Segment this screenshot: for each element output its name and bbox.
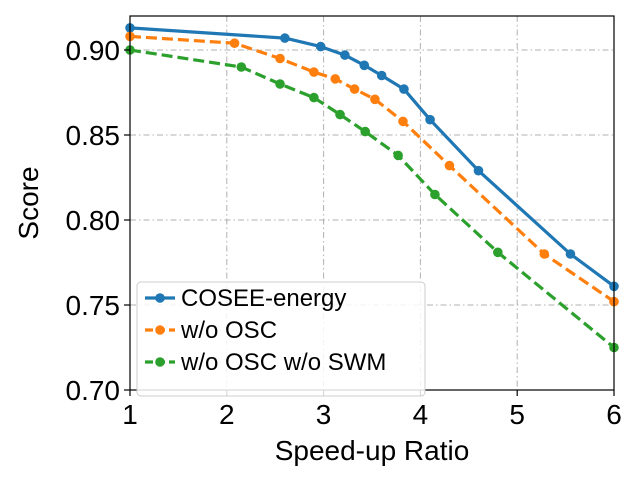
legend-marker	[155, 293, 165, 303]
y-tick-label: 0.70	[66, 375, 121, 406]
x-tick-label: 4	[413, 399, 429, 430]
data-point	[330, 74, 341, 84]
y-axis: 0.70 0.75 0.80 0.85 0.90	[66, 35, 130, 406]
x-tick-label: 6	[606, 399, 622, 430]
data-point	[493, 247, 503, 258]
data-point	[444, 160, 455, 171]
series-cosee-energy	[125, 23, 619, 292]
data-point	[275, 53, 285, 64]
data-point	[425, 114, 435, 125]
data-point	[376, 70, 387, 81]
y-tick-label: 0.90	[66, 35, 121, 66]
plot-area	[125, 23, 619, 353]
series-w-o-osc	[125, 31, 619, 307]
legend-label: COSEE-energy	[181, 285, 346, 312]
y-tick-label: 0.80	[66, 205, 121, 236]
y-tick-label: 0.85	[66, 120, 121, 151]
x-tick-label: 3	[316, 399, 332, 430]
x-tick-label: 5	[509, 399, 525, 430]
data-point	[229, 38, 240, 48]
series-w-o-osc-w-o-swm	[125, 45, 619, 353]
data-point	[315, 41, 326, 52]
legend: COSEE-energy w/o OSC w/o OSC w/o SWM	[136, 281, 426, 397]
data-point	[539, 249, 550, 259]
x-tick-label: 1	[122, 399, 138, 430]
series-line	[129, 26, 615, 288]
data-point	[275, 79, 285, 89]
data-point	[370, 94, 380, 105]
data-point	[349, 84, 360, 94]
x-axis: 1 2 3 4 5 6	[122, 390, 622, 430]
data-point	[565, 249, 576, 259]
data-point	[280, 33, 290, 43]
data-point	[309, 92, 319, 103]
legend-marker	[155, 357, 165, 367]
data-point	[360, 126, 371, 137]
y-axis-label: Score	[13, 166, 44, 239]
data-point	[359, 60, 370, 71]
data-point	[473, 165, 484, 176]
data-point	[399, 84, 409, 94]
legend-marker	[155, 325, 165, 335]
data-point	[393, 150, 403, 161]
data-point	[430, 189, 440, 200]
data-point	[340, 50, 350, 60]
x-axis-label: Speed-up Ratio	[275, 435, 470, 466]
data-point	[309, 67, 319, 77]
series-line	[129, 48, 616, 349]
series-line	[129, 34, 615, 303]
data-point	[236, 62, 247, 72]
legend-label: w/o OSC	[180, 317, 277, 344]
legend-box	[136, 281, 426, 397]
data-point	[335, 109, 345, 120]
legend-label: w/o OSC w/o SWM	[180, 349, 386, 376]
y-tick-label: 0.75	[66, 290, 121, 321]
x-tick-label: 2	[219, 399, 235, 430]
data-point	[398, 116, 408, 127]
